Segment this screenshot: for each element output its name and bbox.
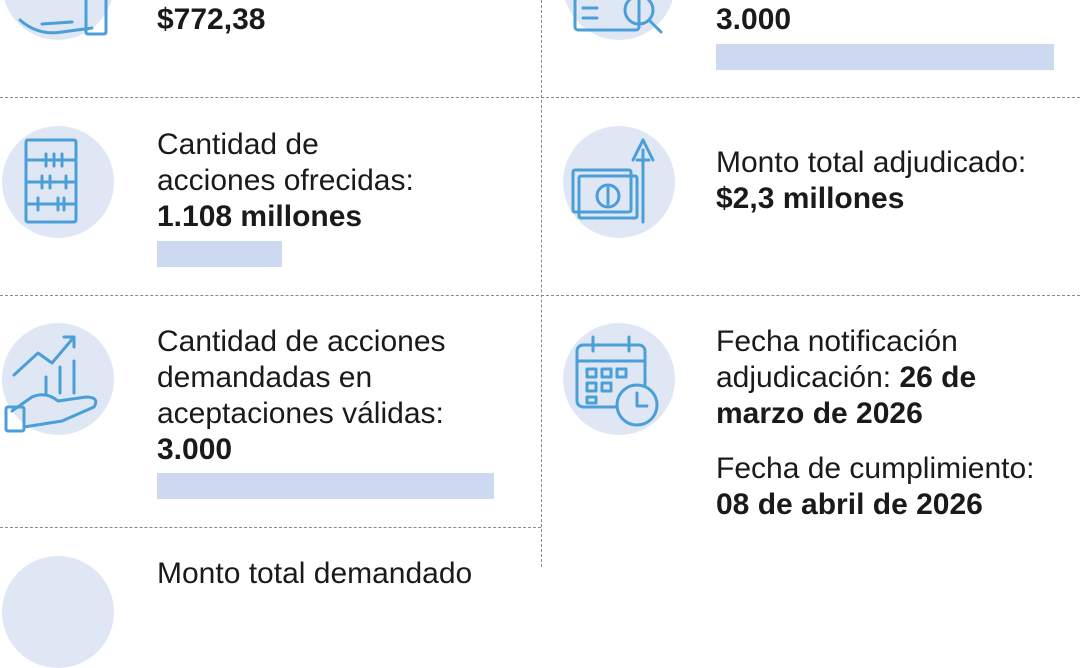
awarded-label: Monto total adjudicado:	[716, 146, 1027, 179]
offered-label-line2: acciones ofrecidas:	[157, 164, 414, 197]
bottom-left-icon-circle	[2, 556, 114, 668]
settlement-item: Fecha de cumplimiento: 08 de abril de 20…	[716, 451, 1035, 523]
calendar-clock-icon	[575, 335, 659, 427]
awarded-item: Monto total adjudicado: $2,3 millones	[716, 145, 1026, 217]
demanded-bar	[157, 473, 494, 499]
hand-icon-circle	[2, 0, 114, 40]
money-arrow-icon	[571, 138, 655, 224]
abacus-icon	[24, 138, 78, 224]
notification-label-line1: Fecha notificación	[716, 325, 958, 358]
calendar-clock-icon-circle	[563, 323, 675, 435]
row-divider-2	[0, 295, 1080, 296]
row-divider-3	[0, 527, 541, 528]
notification-item: Fecha notificación adjudicación: 26 de m…	[716, 324, 976, 432]
vertical-divider	[541, 0, 542, 567]
notification-value-line3: marzo de 2026	[716, 397, 923, 430]
row-divider-1	[0, 97, 1080, 98]
demanded-label-line1: Cantidad de acciones	[157, 325, 446, 358]
search-check-icon-circle	[563, 0, 675, 40]
notification-label-line2: adjudicación:	[716, 361, 892, 394]
settlement-value: 08 de abril de 2026	[716, 488, 983, 521]
money-arrow-icon-circle	[563, 126, 675, 238]
offered-bar	[157, 241, 282, 267]
notification-value-line2: 26 de	[899, 361, 977, 394]
offered-label-line1: Cantidad de	[157, 128, 319, 161]
top-right-value: 3.000	[716, 3, 792, 36]
hand-icon	[18, 0, 108, 36]
bottom-left-item: Monto total demandado	[157, 556, 472, 592]
awarded-value: $2,3 millones	[716, 182, 905, 215]
demanded-label-line3: aceptaciones válidas:	[157, 397, 444, 430]
offered-value: 1.108 millones	[157, 200, 363, 233]
settlement-label: Fecha de cumplimiento:	[716, 452, 1035, 485]
offered-item: Cantidad de acciones ofrecidas: 1.108 mi…	[157, 127, 414, 235]
search-check-icon	[573, 0, 663, 34]
top-left-value: $772,38	[157, 3, 266, 36]
demanded-value: 3.000	[157, 433, 233, 466]
growth-chart-hand-icon-circle	[2, 323, 114, 435]
top-right-item: 3.000	[716, 2, 791, 38]
growth-chart-hand-icon	[4, 335, 98, 433]
demanded-label-line2: demandadas en	[157, 361, 373, 394]
bottom-left-label: Monto total demandado	[157, 557, 473, 590]
top-right-bar	[716, 44, 1054, 70]
top-left-item: $772,38	[157, 2, 265, 38]
demanded-item: Cantidad de acciones demandadas en acept…	[157, 324, 446, 468]
abacus-icon-circle	[2, 126, 114, 238]
